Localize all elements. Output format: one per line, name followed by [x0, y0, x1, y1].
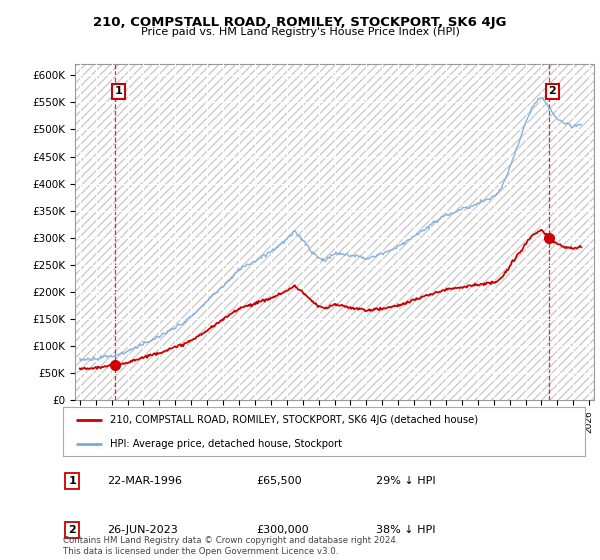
Text: 38% ↓ HPI: 38% ↓ HPI: [376, 525, 436, 535]
Text: £300,000: £300,000: [256, 525, 309, 535]
Text: 26-JUN-2023: 26-JUN-2023: [107, 525, 178, 535]
Text: 210, COMPSTALL ROAD, ROMILEY, STOCKPORT, SK6 4JG (detached house): 210, COMPSTALL ROAD, ROMILEY, STOCKPORT,…: [110, 416, 478, 426]
Text: 1: 1: [68, 476, 76, 486]
Text: Contains HM Land Registry data © Crown copyright and database right 2024.
This d: Contains HM Land Registry data © Crown c…: [63, 536, 398, 556]
Text: 1: 1: [115, 86, 122, 96]
Text: £65,500: £65,500: [256, 476, 302, 486]
Text: Price paid vs. HM Land Registry's House Price Index (HPI): Price paid vs. HM Land Registry's House …: [140, 27, 460, 37]
Text: 29% ↓ HPI: 29% ↓ HPI: [376, 476, 436, 486]
Text: 22-MAR-1996: 22-MAR-1996: [107, 476, 182, 486]
Text: HPI: Average price, detached house, Stockport: HPI: Average price, detached house, Stoc…: [110, 439, 342, 449]
Text: 2: 2: [68, 525, 76, 535]
Text: 2: 2: [548, 86, 556, 96]
Text: 210, COMPSTALL ROAD, ROMILEY, STOCKPORT, SK6 4JG: 210, COMPSTALL ROAD, ROMILEY, STOCKPORT,…: [93, 16, 507, 29]
